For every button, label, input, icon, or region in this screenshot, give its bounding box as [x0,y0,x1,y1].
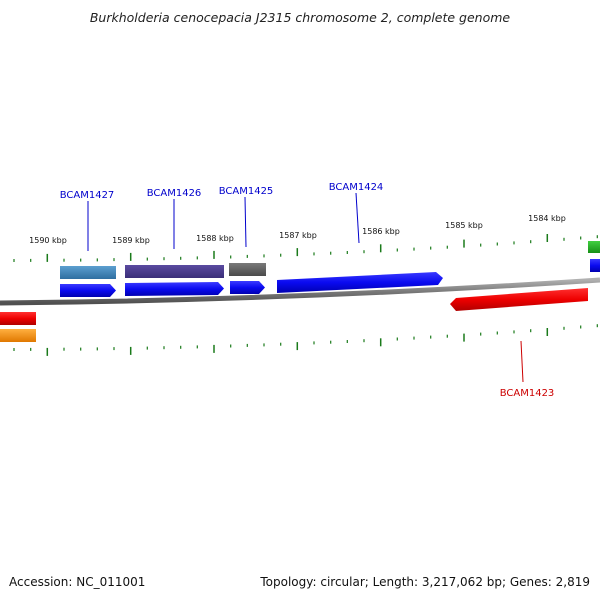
scale-label-1585: 1585 kbp [445,221,483,230]
scale-label-1590: 1590 kbp [29,236,67,245]
gene-label-bcam1427[interactable]: BCAM1427 [60,190,115,201]
gene-block-right-blue[interactable] [590,259,600,272]
scale-label-1588: 1588 kbp [196,234,234,243]
scale-label-1589: 1589 kbp [112,236,150,245]
feature-block-bcam1427[interactable] [60,266,116,279]
gene-arrow-bcam1426[interactable] [125,282,224,296]
scale-label-1587: 1587 kbp [279,231,317,240]
gene-block-left-red[interactable] [0,312,36,325]
leader-line-bcam1423 [520,340,524,383]
gene-label-bcam1426[interactable]: BCAM1426 [147,188,202,199]
scale-label-1584: 1584 kbp [528,214,566,223]
inner-scale-ticks [13,324,598,356]
gene-label-bcam1424[interactable]: BCAM1424 [329,182,384,193]
outer-scale-ticks [13,234,598,262]
leader-line-bcam1425 [244,196,247,248]
gene-arrow-bcam1427[interactable] [60,284,116,297]
feature-block-right-green[interactable] [588,241,600,253]
feature-block-bcam1425[interactable] [229,263,266,276]
feature-block-bcam1426[interactable] [125,265,224,278]
map-title: Burkholderia cenocepacia J2315 chromosom… [89,10,511,25]
leader-line-bcam1424 [355,192,360,244]
accession-text: Accession: NC_011001 [9,575,146,589]
gene-label-bcam1423[interactable]: BCAM1423 [500,388,555,399]
gene-arrow-bcam1424[interactable] [277,272,443,293]
gene-arrow-bcam1425[interactable] [230,281,265,294]
genome-summary-text: Topology: circular; Length: 3,217,062 bp… [260,575,590,589]
gene-arrow-bcam1423[interactable] [450,288,588,311]
backbone-arc [0,277,600,306]
gene-label-bcam1425[interactable]: BCAM1425 [219,186,274,197]
feature-block-left-orange[interactable] [0,329,36,342]
scale-label-1586: 1586 kbp [362,227,400,236]
